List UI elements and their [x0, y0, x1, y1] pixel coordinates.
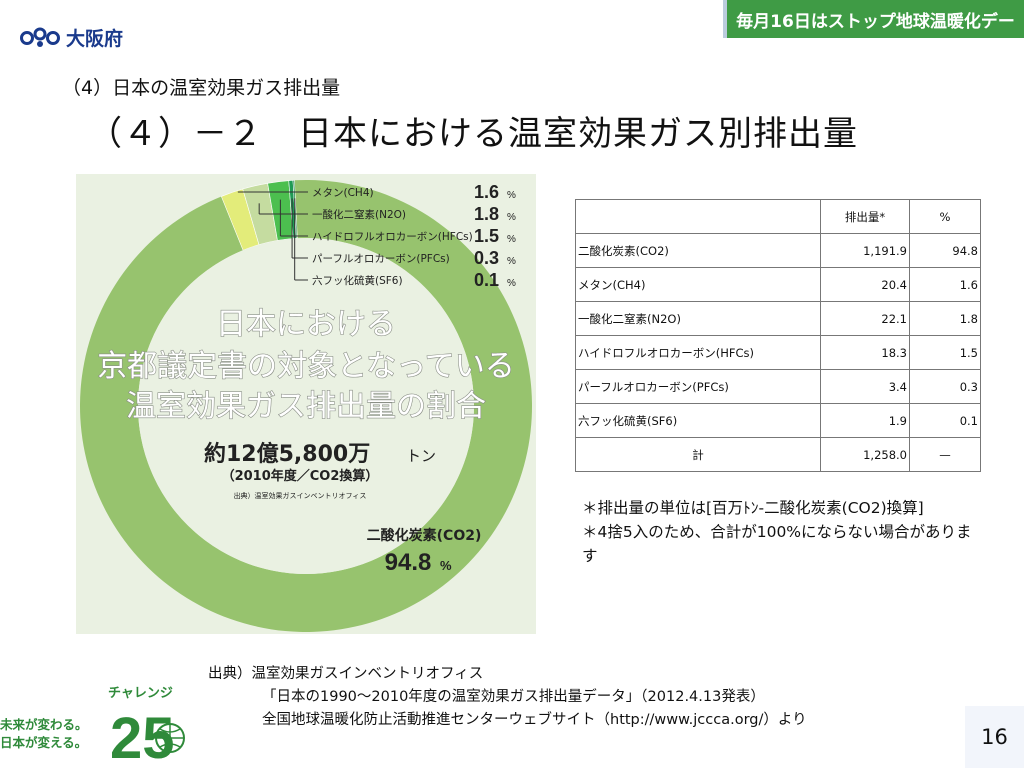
slice-unit-2: %	[507, 212, 516, 223]
chart-title-line-1: 京都議定書の対象となっている	[97, 349, 515, 384]
slice-unit-1: %	[507, 190, 516, 201]
donut-chart: メタン(CH4) 1.6% 一酸化二窒素(N2O) 1.8% ハイドロフルオロカーボン(…	[76, 174, 536, 634]
page-number: 16	[965, 706, 1024, 768]
total-label: 約12億5,800万	[204, 441, 370, 467]
slice-label-2: 一酸化二窒素(N2O)	[312, 208, 406, 221]
row-percent: 0.3	[909, 369, 981, 404]
org-name: 大阪府	[66, 28, 124, 50]
challenge-25-icon: 25	[110, 706, 185, 771]
row-name: 六フッ化硫黄(SF6)	[575, 403, 821, 438]
total-unit: トン	[406, 447, 436, 465]
total-emission: 1,258.0	[820, 437, 910, 472]
row-emission: 3.4	[820, 369, 910, 404]
table-row: メタン(CH4) 20.4 1.6	[575, 267, 981, 302]
row-percent: 0.1	[909, 403, 981, 438]
donut-hole	[138, 238, 474, 574]
slice-label-0: 二酸化炭素(CO2)	[367, 527, 482, 544]
row-percent: 1.6	[909, 267, 981, 302]
total-percent: —	[909, 437, 981, 472]
slice-unit-4: %	[507, 256, 516, 267]
table-row: 二酸化炭素(CO2) 1,191.9 94.8	[575, 233, 981, 268]
row-percent: 1.8	[909, 301, 981, 336]
challenge-title: チャレンジ	[108, 686, 173, 701]
table-header-percent: %	[909, 199, 981, 234]
row-percent: 94.8	[909, 233, 981, 268]
source-line-3: 全国地球温暖化防止活動推進センターウェブサイト（http://www.jccca…	[262, 712, 807, 728]
emissions-table: 排出量* % 二酸化炭素(CO2) 1,191.9 94.8 メタン(CH4) …	[575, 199, 981, 472]
chart-source-small: 出典）温室効果ガスインベントリオフィス	[234, 491, 367, 500]
challenge-25-mark: 25	[108, 692, 188, 772]
slice-label-3: ハイドロフルオロカーボン(HFCs)	[312, 231, 473, 243]
challenge-slogan: 未来が変わる。 日本が変える。	[0, 716, 88, 752]
row-name: パーフルオロカーボン(PFCs)	[575, 369, 821, 404]
table-row: 六フッ化硫黄(SF6) 1.9 0.1	[575, 403, 981, 438]
slice-label-4: パーフルオロカーボン(PFCs)	[312, 253, 450, 265]
osaka-logo: 大阪府	[20, 24, 123, 51]
table-header-emission: 排出量*	[820, 199, 910, 234]
table-row: パーフルオロカーボン(PFCs) 3.4 0.3	[575, 369, 981, 404]
slice-label-5: 六フッ化硫黄(SF6)	[312, 274, 403, 287]
total-note: （2010年度／CO2換算）	[222, 468, 379, 484]
chart-title-line-0: 日本における	[216, 307, 396, 342]
chart-title-line-2: 温室効果ガス排出量の割合	[126, 389, 486, 424]
row-emission: 20.4	[820, 267, 910, 302]
row-emission: 1.9	[820, 403, 910, 438]
row-name: 二酸化炭素(CO2)	[575, 233, 821, 268]
note-rounding: ＊4捨5入のため、合計が100%にならない場合があります	[582, 523, 972, 565]
table-row: 一酸化二窒素(N2O) 22.1 1.8	[575, 301, 981, 336]
notes: ＊排出量の単位は[百万ﾄﾝ-二酸化炭素(CO2)換算] ＊4捨5入のため、合計が…	[582, 496, 972, 568]
slice-value-5: 0.1	[474, 270, 499, 290]
slice-unit-0: %	[440, 558, 452, 573]
row-percent: 1.5	[909, 335, 981, 370]
page-title: （４）－２ 日本における温室効果ガス別排出量	[88, 114, 858, 154]
osaka-emblem-icon	[20, 27, 60, 47]
table-header-name	[575, 199, 821, 234]
banner: 毎月16日はストップ地球温暖化デー	[723, 0, 1024, 38]
slice-value-0: 94.8	[385, 549, 432, 576]
row-name: 一酸化二窒素(N2O)	[575, 301, 821, 336]
row-emission: 22.1	[820, 301, 910, 336]
table-total-row: 計 1,258.0 —	[575, 437, 981, 472]
slice-value-2: 1.8	[474, 204, 499, 224]
challenge-slogan-1: 未来が変わる。	[0, 717, 88, 732]
donut-chart-svg: メタン(CH4) 1.6 % 一酸化二窒素(N2O) 1.8 % ハイドロフルオロカーボン(…	[80, 179, 532, 632]
challenge25-logo: チャレンジ 未来が変わる。 日本が変える。 25	[0, 680, 190, 771]
row-name: メタン(CH4)	[575, 267, 821, 302]
challenge-slogan-2: 日本が変える。	[0, 735, 88, 750]
table-header-row: 排出量* %	[575, 199, 981, 234]
source-line-1: 出典）温室効果ガスインベントリオフィス	[208, 666, 484, 682]
row-name: ハイドロフルオロカーボン(HFCs)	[575, 335, 821, 370]
row-emission: 1,191.9	[820, 233, 910, 268]
slice-value-1: 1.6	[474, 182, 499, 202]
challenge-number: 25	[110, 706, 175, 768]
slice-unit-3: %	[507, 234, 516, 245]
slice-value-3: 1.5	[474, 226, 499, 246]
source-citation: 出典）温室効果ガスインベントリオフィス 「日本の1990～2010年度の温室効果…	[208, 663, 807, 732]
table-row: ハイドロフルオロカーボン(HFCs) 18.3 1.5	[575, 335, 981, 370]
total-name: 計	[575, 437, 821, 472]
row-emission: 18.3	[820, 335, 910, 370]
source-line-2: 「日本の1990～2010年度の温室効果ガス排出量データ」（2012.4.13発…	[262, 689, 765, 705]
note-unit: ＊排出量の単位は[百万ﾄﾝ-二酸化炭素(CO2)換算]	[582, 499, 924, 517]
section-subtitle: （4）日本の温室効果ガス排出量	[62, 77, 341, 99]
slice-unit-5: %	[507, 278, 516, 289]
slice-label-1: メタン(CH4)	[312, 187, 374, 199]
slice-value-4: 0.3	[474, 248, 499, 268]
